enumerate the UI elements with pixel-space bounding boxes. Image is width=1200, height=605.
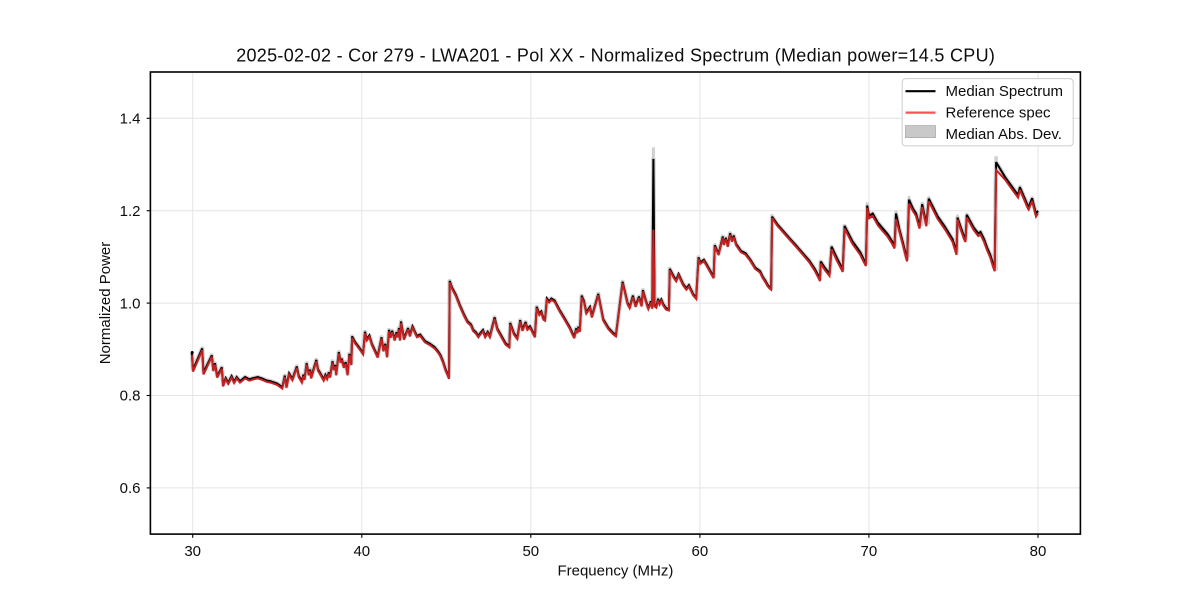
svg-text:Median Abs. Dev.: Median Abs. Dev.	[946, 126, 1062, 143]
svg-text:1.0: 1.0	[120, 295, 141, 312]
svg-text:40: 40	[353, 543, 370, 560]
svg-text:0.6: 0.6	[120, 480, 141, 497]
svg-text:70: 70	[861, 543, 878, 560]
svg-text:Reference spec: Reference spec	[946, 105, 1052, 122]
svg-text:Median Spectrum: Median Spectrum	[946, 83, 1064, 100]
svg-text:1.4: 1.4	[120, 111, 141, 128]
svg-text:Normalized Power: Normalized Power	[97, 242, 114, 365]
svg-text:50: 50	[522, 543, 539, 560]
svg-text:1.2: 1.2	[120, 203, 141, 220]
svg-text:2025-02-02 - Cor 279 - LWA201: 2025-02-02 - Cor 279 - LWA201 - Pol XX -…	[236, 45, 995, 65]
svg-text:60: 60	[692, 543, 709, 560]
svg-text:0.8: 0.8	[120, 388, 141, 405]
svg-text:80: 80	[1030, 543, 1047, 560]
svg-text:30: 30	[184, 543, 201, 560]
svg-text:Frequency (MHz): Frequency (MHz)	[557, 563, 673, 580]
